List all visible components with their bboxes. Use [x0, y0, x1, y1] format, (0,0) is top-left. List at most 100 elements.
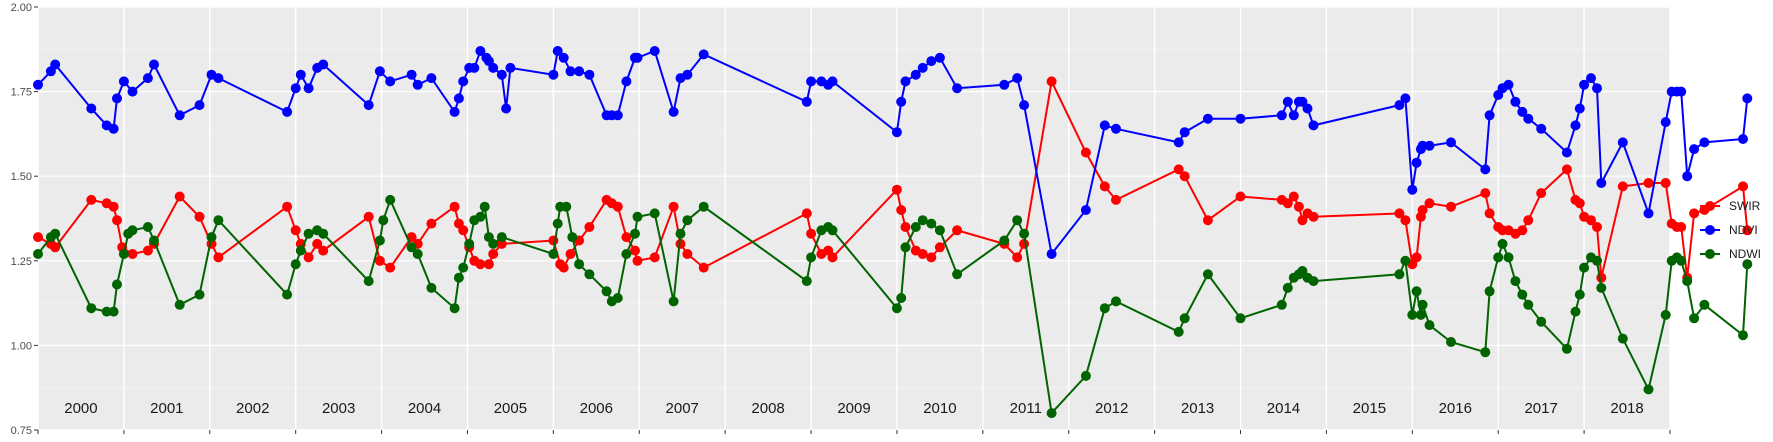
ndvi-point	[1235, 113, 1246, 124]
ndvi-point	[1699, 137, 1710, 148]
ndwi-point	[1099, 303, 1110, 314]
swir-point	[1080, 147, 1091, 158]
ndvi-point	[363, 100, 374, 111]
ndwi-point	[1510, 276, 1521, 287]
year-label: 2016	[1439, 400, 1472, 417]
ndwi-point	[1493, 252, 1504, 263]
ndwi-point	[142, 222, 153, 232]
ndvi-point	[374, 66, 385, 77]
ndwi-point	[1689, 313, 1700, 324]
year-label: 2005	[494, 400, 527, 417]
ndwi-point	[900, 242, 911, 253]
ndvi-point	[649, 46, 660, 56]
ndvi-point	[174, 110, 185, 121]
ndvi-point	[318, 59, 329, 70]
ndwi-point	[999, 235, 1010, 246]
ndvi-point	[50, 59, 61, 70]
swir-point	[801, 208, 812, 219]
legend-label-ndvi: NDVI	[1729, 223, 1758, 237]
swir-point	[1019, 238, 1030, 249]
ndvi-point	[112, 93, 122, 104]
ndwi-point	[891, 303, 902, 314]
ndwi-point	[412, 249, 423, 259]
ndwi-point	[806, 252, 817, 263]
ndwi-point	[1415, 309, 1426, 320]
swir-point	[1202, 215, 1213, 226]
year-label: 2017	[1524, 400, 1557, 417]
swir-point	[449, 201, 460, 212]
ndwi-point	[426, 282, 437, 293]
swir-point	[483, 259, 494, 270]
ndvi-point	[801, 96, 812, 107]
ndvi-point	[558, 52, 569, 63]
ndvi-point	[1536, 123, 1547, 134]
swir-point	[33, 232, 43, 243]
swir-point	[1400, 215, 1411, 226]
series-layer	[33, 46, 1753, 419]
legend: SWIR NDVI NDWI	[1700, 199, 1761, 261]
year-label: 2014	[1267, 400, 1300, 417]
y-tick-label: 2.00	[11, 2, 32, 14]
swir-point	[1592, 222, 1602, 232]
swir-point	[630, 245, 640, 256]
ndwi-point	[827, 225, 838, 236]
ndwi-point	[464, 238, 475, 249]
swir-point	[458, 225, 469, 236]
ndvi-point	[1484, 110, 1495, 121]
ndwi-point	[1019, 228, 1030, 239]
swir-point	[1288, 191, 1299, 202]
ndvi-point	[295, 69, 306, 80]
swir-point	[312, 238, 323, 249]
ndwi-point	[1617, 333, 1628, 344]
ndvi-point	[565, 66, 576, 77]
ndvi-point	[475, 46, 486, 56]
ndvi-point	[213, 73, 224, 84]
swir-point	[1574, 198, 1585, 209]
swir-point	[363, 211, 374, 222]
year-label: 2000	[64, 400, 97, 417]
ndvi-point	[934, 52, 945, 63]
ndvi-point	[1407, 184, 1418, 195]
ndwi-point	[896, 293, 907, 303]
ndwi-point	[1012, 215, 1023, 226]
ndvi-point	[1523, 113, 1534, 124]
ndvi-point	[584, 69, 595, 80]
ndvi-point	[1111, 123, 1121, 134]
ndwi-point	[1400, 255, 1411, 266]
ndvi-point	[290, 83, 301, 94]
ndvi-point	[1282, 96, 1293, 107]
ndvi-point	[632, 52, 643, 63]
swir-point	[632, 255, 643, 266]
ndwi-point	[1738, 330, 1748, 341]
ndvi-point	[406, 69, 417, 80]
swir-point	[1394, 208, 1405, 219]
ndwi-point	[584, 269, 595, 280]
swir-point	[213, 252, 224, 263]
ndvi-point	[86, 103, 97, 114]
ndwi-point	[621, 249, 632, 259]
ndwi-point	[1202, 269, 1213, 280]
swir-point	[318, 245, 329, 256]
ndvi-point	[33, 79, 43, 90]
ndwi-point	[552, 218, 563, 229]
ndwi-point	[318, 228, 329, 239]
swir-point	[1742, 225, 1753, 236]
ndvi-point	[952, 83, 963, 94]
swir-point	[1617, 181, 1628, 192]
ndvi-point	[1400, 93, 1411, 104]
ndvi-point	[1676, 86, 1687, 97]
ndwi-point	[33, 249, 43, 259]
ndvi-point	[999, 79, 1010, 90]
ndwi-point	[917, 215, 928, 226]
ndvi-point	[426, 73, 437, 84]
swir-point	[1480, 188, 1491, 199]
ndwi-point	[458, 262, 469, 273]
legend-label-ndwi: NDWI	[1729, 247, 1761, 261]
ndvi-point	[1480, 164, 1491, 175]
ndwi-point	[1699, 299, 1710, 310]
ndvi-point	[910, 69, 921, 80]
ndvi-point	[453, 93, 464, 104]
ndwi-point	[1536, 316, 1547, 327]
swir-point	[1411, 252, 1422, 263]
swir-point	[1689, 208, 1700, 219]
